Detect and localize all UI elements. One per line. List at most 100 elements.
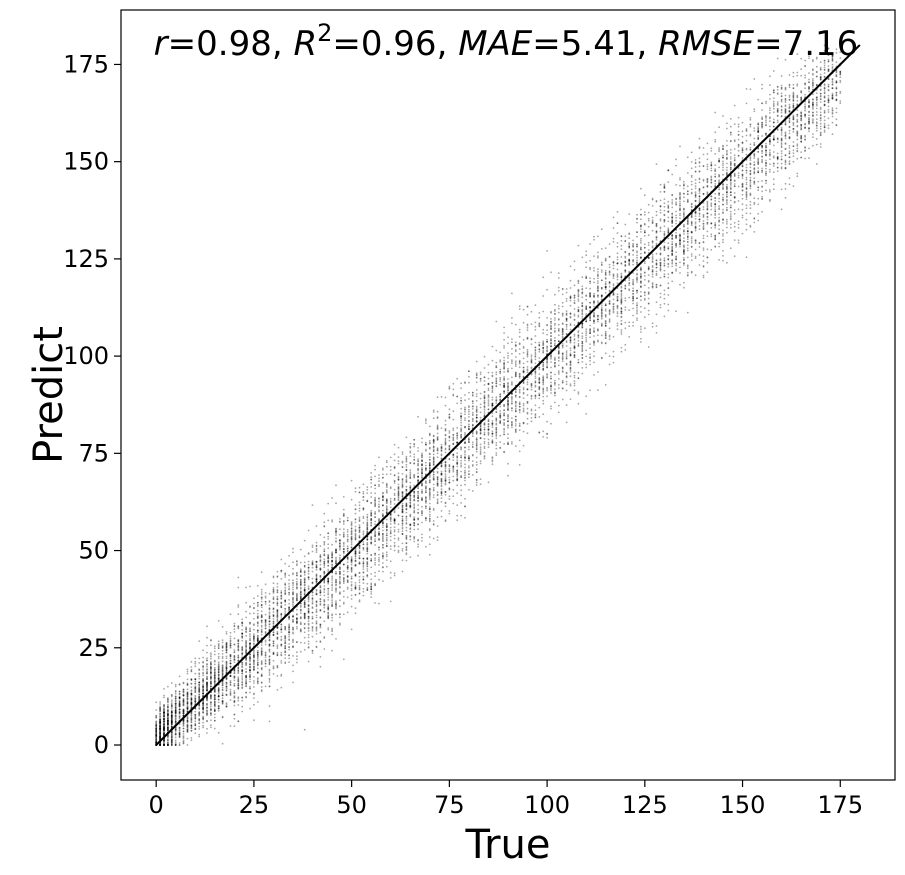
- scatter-point: [585, 349, 588, 352]
- scatter-point: [456, 519, 459, 522]
- scatter-point: [354, 490, 357, 493]
- scatter-point: [761, 121, 763, 124]
- scatter-point: [636, 312, 638, 315]
- scatter-point: [284, 574, 287, 576]
- scatter-point: [796, 74, 799, 77]
- scatter-point: [749, 212, 752, 215]
- scatter-point: [808, 72, 810, 74]
- scatter-point: [686, 230, 689, 233]
- scatter-point: [694, 221, 697, 224]
- scatter-point: [565, 380, 568, 383]
- scatter-point: [460, 514, 462, 517]
- scatter-point: [835, 87, 838, 90]
- scatter-point: [206, 685, 208, 688]
- scatter-point: [772, 151, 775, 153]
- scatter-point: [495, 452, 498, 454]
- scatter-point: [413, 519, 416, 521]
- scatter-point: [339, 576, 341, 579]
- scatter-point: [538, 316, 541, 319]
- scatter-point: [397, 478, 400, 481]
- scatter-point: [370, 482, 373, 484]
- scatter-point: [272, 582, 275, 585]
- scatter-point: [483, 426, 486, 429]
- scatter-point: [819, 127, 822, 130]
- scatter-point: [561, 355, 564, 357]
- scatter-point: [651, 266, 654, 268]
- scatter-point: [159, 744, 162, 746]
- scatter-point: [358, 544, 361, 547]
- scatter-point: [370, 535, 373, 538]
- scatter-point: [163, 739, 165, 742]
- scatter-point: [772, 121, 775, 124]
- scatter-point: [769, 190, 771, 193]
- scatter-point: [514, 356, 517, 358]
- scatter-point: [468, 466, 470, 469]
- scatter-point: [319, 594, 322, 597]
- scatter-point: [772, 111, 775, 114]
- scatter-point: [315, 566, 318, 569]
- scatter-point: [264, 620, 267, 622]
- scatter-point: [573, 333, 576, 336]
- scatter-point: [323, 525, 326, 527]
- scatter-point: [827, 94, 830, 97]
- scatter-point: [436, 428, 439, 430]
- scatter-point: [159, 724, 162, 727]
- scatter-point: [342, 578, 345, 581]
- scatter-point: [714, 139, 717, 141]
- scatter-point: [745, 228, 748, 231]
- scatter-point: [253, 623, 255, 626]
- scatter-point: [163, 725, 165, 728]
- scatter-point: [331, 629, 333, 631]
- scatter-point: [722, 166, 724, 169]
- scatter-point: [765, 164, 767, 167]
- scatter-point: [718, 166, 720, 169]
- scatter-point: [401, 559, 404, 562]
- scatter-point: [210, 714, 212, 717]
- scatter-point: [640, 213, 642, 216]
- scatter-point: [315, 551, 318, 554]
- scatter-point: [796, 132, 799, 135]
- scatter-point: [155, 740, 158, 742]
- scatter-point: [550, 356, 552, 358]
- scatter-point: [440, 443, 443, 446]
- scatter-point: [819, 75, 822, 78]
- scatter-point: [382, 522, 384, 525]
- scatter-point: [464, 399, 466, 402]
- scatter-point: [241, 652, 244, 655]
- scatter-point: [358, 524, 361, 527]
- scatter-point: [581, 309, 584, 312]
- scatter-point: [425, 502, 427, 504]
- scatter-point: [362, 578, 365, 580]
- scatter-point: [491, 403, 494, 405]
- scatter-point: [565, 300, 568, 302]
- scatter-point: [616, 299, 619, 302]
- scatter-point: [229, 699, 232, 701]
- scatter-point: [749, 149, 752, 151]
- scatter-point: [647, 257, 650, 259]
- scatter-point: [170, 739, 173, 742]
- scatter-point: [284, 610, 287, 612]
- scatter-point: [190, 713, 193, 716]
- scatter-point: [581, 340, 584, 343]
- scatter-point: [350, 561, 353, 564]
- scatter-point: [405, 546, 408, 549]
- scatter-point: [729, 166, 732, 169]
- scatter-point: [174, 695, 177, 698]
- scatter-point: [655, 286, 658, 289]
- scatter-point: [726, 231, 728, 234]
- scatter-point: [327, 599, 330, 601]
- scatter-point: [733, 162, 736, 165]
- scatter-point: [397, 499, 400, 502]
- scatter-point: [604, 332, 607, 335]
- scatter-point: [428, 456, 431, 458]
- scatter-point: [812, 144, 814, 147]
- scatter-point: [722, 156, 724, 159]
- scatter-point: [432, 475, 435, 478]
- scatter-point: [565, 350, 568, 352]
- scatter-point: [554, 381, 556, 384]
- scatter-point: [448, 465, 451, 467]
- scatter-point: [632, 259, 634, 261]
- scatter-point: [823, 66, 826, 69]
- scatter-point: [800, 115, 803, 117]
- scatter-point: [655, 259, 658, 261]
